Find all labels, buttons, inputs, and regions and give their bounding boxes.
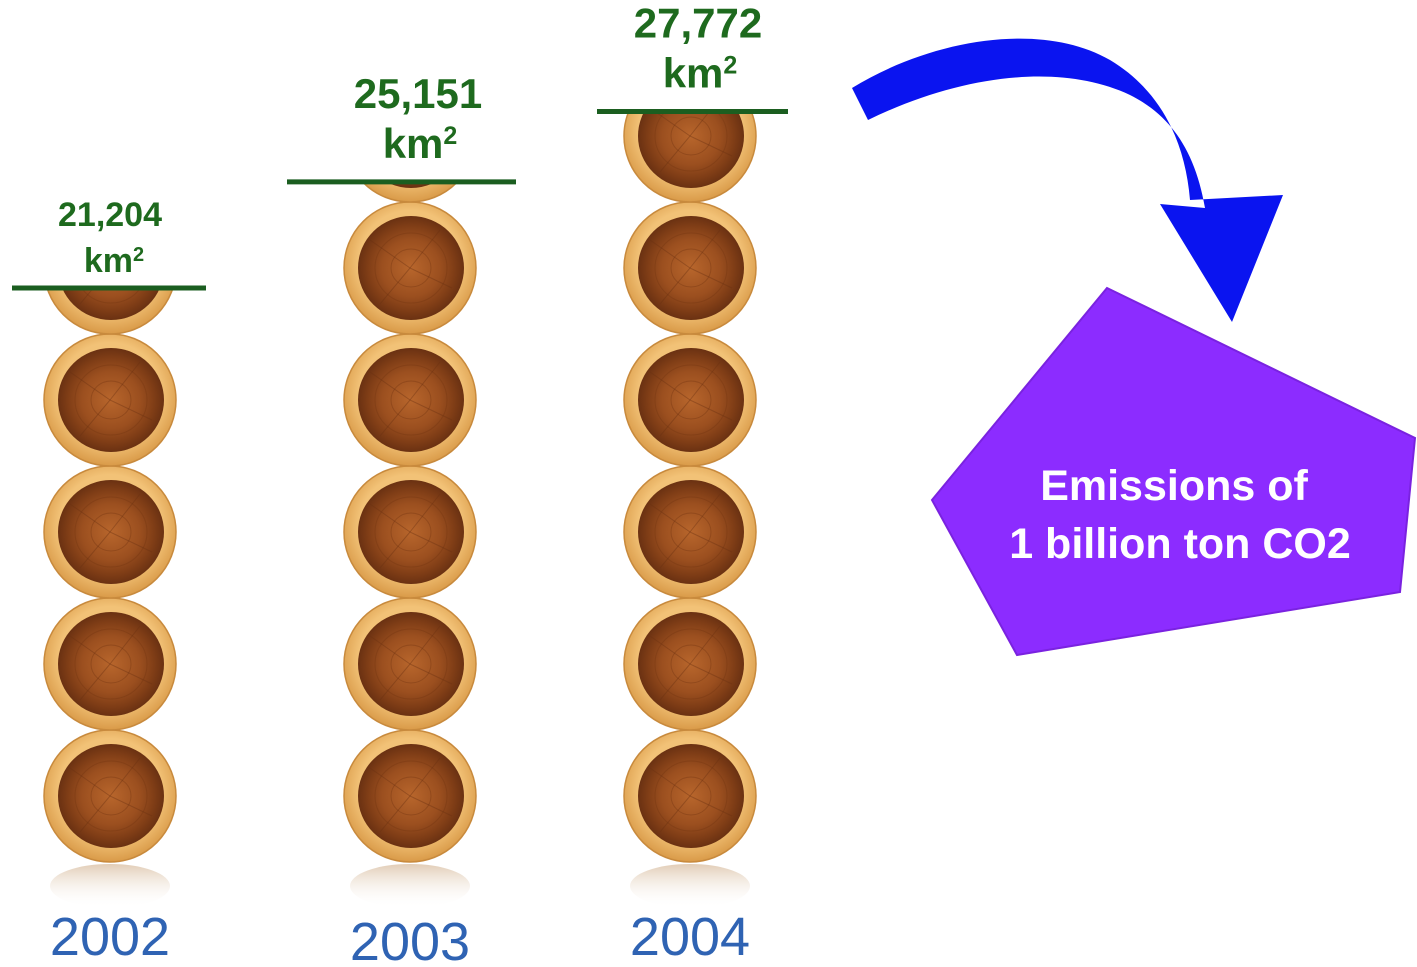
unit-label-2003: km2 [383, 120, 458, 167]
log-cross-section [43, 333, 177, 467]
log-cross-section [623, 333, 757, 467]
log-cross-section [46, 288, 174, 335]
log-cross-section [43, 465, 177, 599]
log-stacks [43, 0, 757, 908]
log-stack-2003 [343, 0, 477, 908]
curved-arrow-icon [852, 38, 1283, 323]
year-label-2002: 2002 [50, 907, 170, 967]
value-label-2002: 21,204 [58, 196, 162, 234]
emissions-callout: Emissions of 1 billion ton CO2 [930, 286, 1417, 657]
year-labels: 2002 2003 2004 [50, 907, 750, 967]
value-label-2003: 25,151 [354, 70, 482, 117]
log-cross-section [344, 0, 476, 70]
value-label-2004: 27,772 [634, 0, 762, 46]
log-reflection [50, 864, 170, 908]
log-stack-2004 [623, 111, 757, 908]
log-cross-section [623, 465, 757, 599]
level-lines [12, 108, 788, 291]
log-cross-section [623, 111, 757, 203]
log-cross-section [343, 465, 477, 599]
log-cross-section [44, 70, 176, 202]
log-cross-section [623, 201, 757, 335]
year-label-2003: 2003 [350, 912, 470, 967]
log-cross-section [623, 597, 757, 731]
log-reflection [350, 864, 470, 908]
log-cross-section [343, 333, 477, 467]
unit-label-2002: km2 [84, 242, 144, 280]
log-cross-section [343, 201, 477, 335]
emissions-line-1: Emissions of [1040, 462, 1308, 510]
year-label-2004: 2004 [630, 907, 750, 967]
log-stack-2002 [43, 70, 177, 908]
log-cross-section [43, 729, 177, 863]
log-cross-section [43, 597, 177, 731]
log-cross-section [623, 729, 757, 863]
log-reflection [630, 864, 750, 908]
log-cross-section [343, 597, 477, 731]
emissions-line-2: 1 billion ton CO2 [1009, 520, 1351, 568]
log-cross-section [343, 729, 477, 863]
unit-label-2004: km2 [663, 49, 738, 96]
